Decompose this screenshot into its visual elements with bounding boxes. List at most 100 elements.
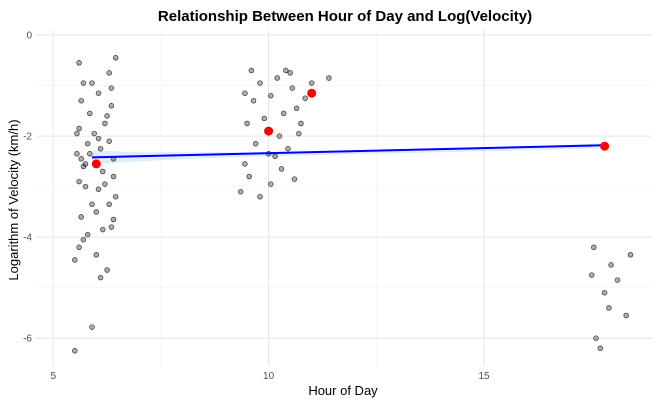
scatter-point <box>89 201 95 208</box>
scatter-point <box>248 67 255 74</box>
scatter-point <box>280 110 287 117</box>
scatter-point <box>76 125 82 132</box>
scatter-point <box>74 130 80 137</box>
scatter-point <box>110 216 117 223</box>
scatter-point <box>95 135 102 142</box>
scatter-point <box>76 178 82 185</box>
scatter-point <box>601 289 608 296</box>
scatter-point <box>87 110 93 117</box>
scatter-point <box>298 120 304 127</box>
mean-point <box>307 88 317 98</box>
scatter-point <box>106 70 112 76</box>
scatter-point <box>261 115 268 122</box>
y-tick-label: -4 <box>23 233 32 244</box>
scatter-point <box>80 236 87 243</box>
scatter-point <box>72 257 78 263</box>
scatter-point <box>593 335 599 341</box>
tick-labels: 5 10 15 0 -2 -4 -6 <box>23 31 490 382</box>
scatter-point <box>257 193 263 200</box>
scatter-point <box>112 55 119 61</box>
x-tick-label: 15 <box>478 371 490 382</box>
grid <box>36 30 652 366</box>
scatter-point <box>104 267 110 273</box>
scatter-point <box>588 272 595 278</box>
scatter-point <box>108 103 115 109</box>
scatter-point <box>244 120 250 127</box>
scatter-point <box>250 97 257 104</box>
scatter-point <box>108 85 115 91</box>
scatter-point <box>95 186 102 192</box>
scatter-point <box>100 226 106 233</box>
scatter-point <box>97 145 104 152</box>
scatter-point <box>291 176 298 182</box>
scatter-point <box>302 95 308 101</box>
scatter-point <box>272 153 278 160</box>
scatter-point <box>95 90 102 96</box>
scatter-point <box>308 80 315 86</box>
scatter-point <box>289 85 296 91</box>
scatter-point <box>89 80 95 86</box>
scatter-point <box>78 214 84 220</box>
scatter-point <box>100 168 106 175</box>
scatter-point <box>608 262 614 268</box>
scatter-point <box>74 151 80 157</box>
y-tick-label: 0 <box>26 31 32 42</box>
scatter-point <box>91 130 97 137</box>
scatter-point <box>283 67 289 74</box>
scatter-point <box>606 305 612 311</box>
scatter-point <box>93 252 100 258</box>
scatter-point <box>78 156 84 162</box>
scatter-point <box>97 274 104 281</box>
scatter-point <box>106 138 112 144</box>
scatter-point <box>242 161 248 167</box>
scatter-point <box>84 140 91 147</box>
scatter-point <box>591 244 597 251</box>
scatter-point <box>76 60 82 66</box>
scatter-point <box>274 75 280 81</box>
y-tick-label: -2 <box>23 132 32 143</box>
x-axis-label: Hour of Day <box>308 383 378 398</box>
scatter-point <box>104 113 110 119</box>
scatter-point <box>72 348 78 354</box>
scatter-point <box>627 252 634 258</box>
scatter-point <box>108 224 115 230</box>
scatter-point <box>287 70 293 76</box>
scatter-point <box>285 145 291 152</box>
scatter-point <box>80 80 87 86</box>
scatter-point <box>276 133 283 139</box>
scatter-point <box>252 140 259 147</box>
scatter-point <box>112 193 119 200</box>
scatter-point <box>102 181 108 187</box>
trend-line <box>91 144 605 159</box>
mean-points <box>91 88 610 169</box>
scatter-point <box>76 244 82 251</box>
trend-line-group <box>91 144 605 159</box>
scatter-point <box>242 90 248 96</box>
scatter-point <box>93 209 100 215</box>
mean-point <box>600 141 610 151</box>
scatter-point <box>614 277 621 283</box>
x-tick-label: 10 <box>263 371 275 382</box>
scatter-point <box>106 201 112 208</box>
scatter-points <box>72 55 634 354</box>
mean-point <box>264 126 274 136</box>
scatter-point <box>78 97 84 104</box>
scatter-point <box>102 120 108 127</box>
y-tick-label: -6 <box>23 334 32 345</box>
scatter-point <box>246 173 252 180</box>
y-axis-label: Logarithm of Velocity (km/h) <box>6 119 21 280</box>
scatter-point <box>296 130 302 137</box>
scatter-point <box>257 80 263 86</box>
scatter-point <box>278 166 285 172</box>
scatter-point <box>110 173 117 180</box>
chart-title: Relationship Between Hour of Day and Log… <box>158 8 532 25</box>
scatter-point <box>237 188 244 195</box>
scatter-point <box>326 75 332 81</box>
scatter-point <box>87 151 93 157</box>
scatter-point <box>623 312 629 319</box>
scatter-point <box>597 345 604 352</box>
mean-point <box>91 159 101 169</box>
scatter-point <box>293 105 300 112</box>
scatter-point <box>82 161 89 167</box>
